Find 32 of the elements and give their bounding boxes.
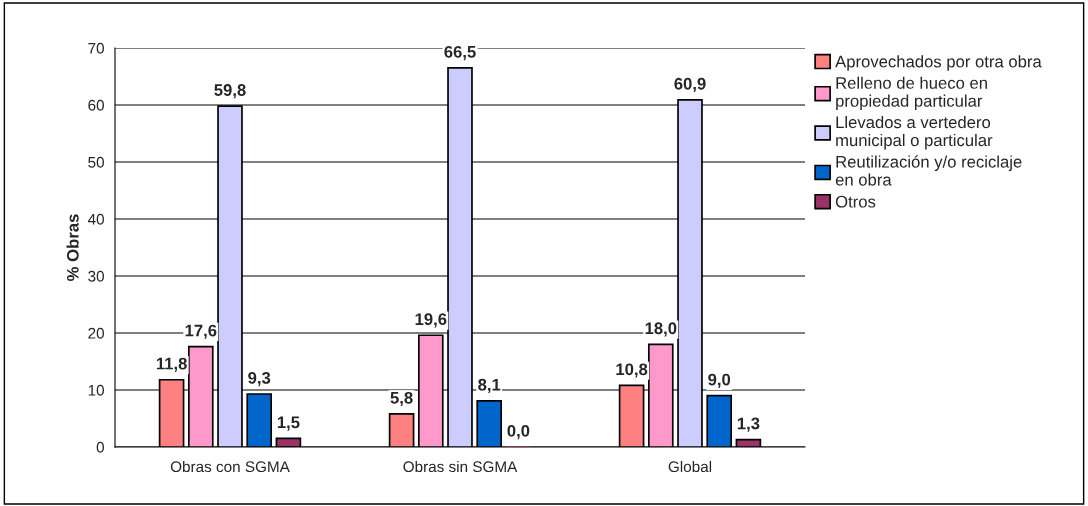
- data-label: 1,3: [737, 417, 760, 432]
- x-tick-label: Global: [668, 460, 712, 473]
- legend-label: Aprovechados por otra obra: [835, 55, 1042, 71]
- data-label: 1,5: [277, 416, 300, 431]
- y-tick-label: 70: [88, 42, 104, 54]
- x-tick-label: Obras con SGMA: [170, 460, 290, 473]
- y-tick-label: 30: [88, 270, 104, 282]
- legend-label: Llevados a vertedero municipal o particular: [836, 115, 993, 150]
- y-tick-label: 0: [96, 441, 104, 453]
- y-tick-label: 20: [88, 327, 104, 339]
- x-tick-label: Obras sin SGMA: [403, 460, 518, 473]
- legend-label: Reutilización y/o reciclaje en obra: [835, 155, 1022, 186]
- data-label: 9,0: [708, 373, 731, 388]
- data-label: 17,6: [185, 324, 217, 339]
- data-label: 10,8: [616, 363, 648, 378]
- data-label: 18,0: [645, 322, 677, 337]
- legend-label: Otros: [835, 195, 876, 208]
- y-axis-title: % Obras: [66, 214, 79, 281]
- y-tick-label: 50: [88, 156, 104, 168]
- data-label: 8,1: [478, 378, 501, 394]
- data-label: 59,8: [214, 84, 246, 99]
- data-label: 0,0: [507, 424, 530, 440]
- data-label: 11,8: [156, 357, 187, 372]
- y-tick-label: 60: [88, 99, 104, 111]
- y-tick-label: 40: [87, 213, 104, 225]
- data-label: 19,6: [415, 313, 447, 328]
- data-label: 5,8: [390, 391, 413, 407]
- y-tick-label: 10: [88, 384, 104, 396]
- legend-label: Relleno de hueco en propiedad particular: [836, 76, 987, 111]
- data-label: 9,3: [248, 371, 271, 387]
- data-label: 66,5: [444, 45, 476, 61]
- data-label: 60,9: [674, 77, 706, 93]
